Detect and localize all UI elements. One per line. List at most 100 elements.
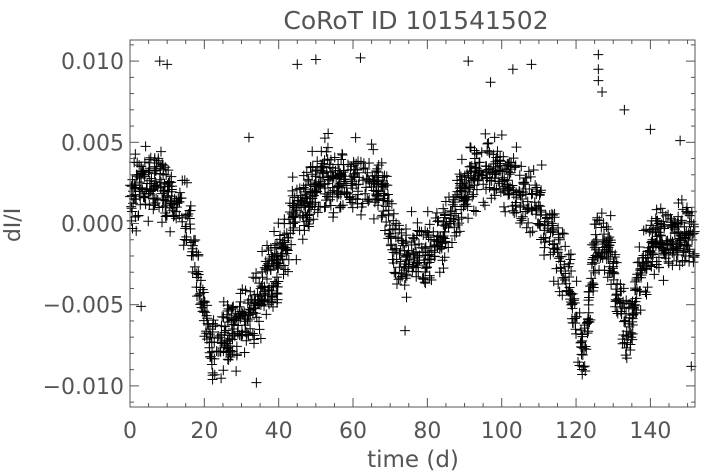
data-point-1634: [356, 209, 367, 220]
data-point-863: [140, 199, 151, 210]
data-point-1579: [406, 206, 417, 217]
data-point-1749: [231, 341, 242, 352]
data-point-579: [350, 132, 361, 143]
data-point-977: [467, 191, 478, 202]
data-point-1578: [385, 240, 396, 251]
data-point-1032: [411, 262, 422, 273]
data-point-1401: [291, 202, 302, 213]
data-point-574: [395, 256, 406, 267]
data-point-1165: [617, 338, 628, 349]
data-point-1325: [283, 254, 294, 265]
data-point-1431: [226, 304, 237, 315]
data-point-1465: [491, 184, 502, 195]
data-point-1352: [159, 185, 170, 196]
data-point-1317: [257, 272, 268, 283]
data-point-1745: [379, 190, 390, 201]
data-point-1167: [287, 172, 298, 183]
data-point-1083: [317, 167, 328, 178]
data-point-773: [198, 315, 209, 326]
data-point-832: [655, 230, 666, 241]
data-point-1514: [489, 169, 500, 180]
data-point-1732: [617, 302, 628, 313]
data-point-380: [368, 213, 379, 224]
data-point-1765: [221, 338, 232, 349]
data-point-1619: [161, 200, 172, 211]
data-point-outlier-14: [593, 64, 604, 75]
data-point-1516: [450, 191, 461, 202]
data-point-725: [430, 212, 441, 223]
data-point-935: [383, 233, 394, 244]
data-point-385: [478, 197, 489, 208]
data-point-1172: [498, 201, 509, 212]
data-point-1351: [418, 272, 429, 283]
data-point-996: [520, 206, 531, 217]
data-point-1546: [301, 216, 312, 227]
data-point-609: [606, 279, 617, 290]
data-point-1751: [300, 184, 311, 195]
data-point-1735: [624, 298, 635, 309]
data-point-1711: [388, 215, 399, 226]
data-point-1607: [443, 222, 454, 233]
data-point-1667: [313, 181, 324, 192]
data-point-1334: [260, 264, 271, 275]
data-point-1056: [656, 242, 667, 253]
data-point-1410: [583, 287, 594, 298]
data-point-167: [239, 347, 250, 358]
data-point-1447: [353, 186, 364, 197]
data-point-1004: [247, 328, 258, 339]
data-point-976: [621, 326, 632, 337]
data-point-1499: [448, 197, 459, 208]
data-point-1384: [592, 212, 603, 223]
x-tick-label-2: 40: [265, 419, 293, 444]
data-point-1495: [207, 367, 218, 378]
data-point-1191: [634, 257, 645, 268]
data-point-283: [588, 265, 599, 276]
data-point-981: [590, 219, 601, 230]
data-point-671: [150, 165, 161, 176]
data-point-1307: [399, 280, 410, 291]
data-point-507: [476, 147, 487, 158]
data-point-1271: [134, 177, 145, 188]
data-point-1443: [259, 301, 270, 312]
data-point-1773: [446, 237, 457, 248]
data-point-38: [278, 269, 289, 280]
data-point-777: [347, 176, 358, 187]
data-point-433: [640, 287, 651, 298]
data-point-40: [451, 208, 462, 219]
data-point-1635: [378, 195, 389, 206]
data-point-1419: [193, 249, 204, 260]
data-point-1368: [488, 158, 499, 169]
data-point-1501: [207, 321, 218, 332]
data-point-362: [422, 227, 433, 238]
data-point-1104: [160, 211, 171, 222]
data-point-outlier-16: [597, 86, 608, 97]
data-point-515: [407, 232, 418, 243]
data-point-1761: [138, 192, 149, 203]
data-point-1371: [334, 165, 345, 176]
data-point-1008: [174, 187, 185, 198]
data-point-400: [422, 262, 433, 273]
data-point-913: [657, 207, 668, 218]
data-point-1652: [677, 204, 688, 215]
data-point-1620: [220, 325, 231, 336]
data-point-713: [140, 141, 151, 152]
data-point-849: [424, 219, 435, 230]
data-point-1573: [239, 316, 250, 327]
data-point-1013: [567, 288, 578, 299]
data-point-outlier-1: [154, 56, 165, 67]
data-point-215: [287, 185, 298, 196]
data-point-1767: [689, 252, 700, 263]
data-point-1750: [439, 210, 450, 221]
data-point-1616: [296, 196, 307, 207]
data-point-366: [578, 361, 589, 372]
data-point-1198: [602, 272, 613, 283]
data-point-163: [280, 264, 291, 275]
data-point-1599: [658, 216, 669, 227]
data-point-1770: [672, 243, 683, 254]
data-point-1615: [538, 232, 549, 243]
y-tick-label-0: −0.010: [43, 375, 124, 400]
data-point-1762: [260, 256, 271, 267]
data-point-1400: [517, 211, 528, 222]
data-point-1507: [268, 280, 279, 291]
data-point-343: [144, 175, 155, 186]
